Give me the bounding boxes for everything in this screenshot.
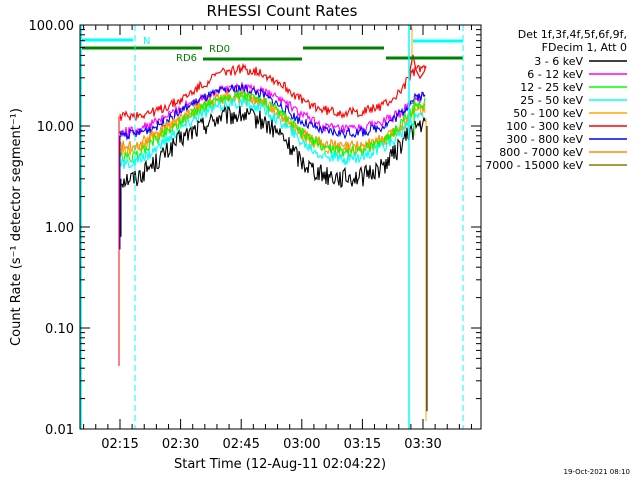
annotation-rd6-label: RD6 xyxy=(176,53,197,64)
y-tick-label: 0.01 xyxy=(45,423,74,438)
y-tick-label: 10.00 xyxy=(37,120,74,135)
footer-date: 19-Oct-2021 08:10 xyxy=(564,468,630,476)
legend-label-6: 300 - 800 keV xyxy=(506,133,583,146)
legend: Det 1f,3f,4f,5f,6f,9f, FDecim 1, Att 0 3… xyxy=(485,28,627,172)
legend-label-7: 800 - 7000 keV xyxy=(499,146,583,159)
legend-label-0: 3 - 6 keV xyxy=(534,55,583,68)
legend-label-2: 12 - 25 keV xyxy=(520,81,583,94)
series-line-12-25keV-kev xyxy=(119,90,426,163)
annotation-rd0-label: RD0 xyxy=(209,44,230,55)
legend-label-3: 25 - 50 keV xyxy=(520,94,583,107)
x-tick-label: 03:00 xyxy=(283,437,320,452)
legend-label-1: 6 - 12 keV xyxy=(527,68,583,81)
series-line-3-6keV-kev xyxy=(119,105,426,189)
ticks-layer: 0.01 0.10 1.00 10.00 100.00 02:15 02:30 02:45 03… xyxy=(29,19,481,452)
series-line-100-300keV-kev xyxy=(119,62,426,121)
y-tick-label: 100.00 xyxy=(29,19,75,34)
y-tick-label: 1.00 xyxy=(45,221,74,236)
legend-label-4: 50 - 100 keV xyxy=(513,107,583,120)
chart-title: RHESSI Count Rates xyxy=(207,2,358,20)
y-axis-label: Count Rate (s⁻¹ detector segment⁻¹) xyxy=(9,108,24,346)
x-tick-label: 03:30 xyxy=(404,437,441,452)
annotation-night-label: N xyxy=(143,36,150,47)
series-line-300-800keV-kev xyxy=(119,83,426,141)
series-line-25-50keV-kev xyxy=(119,97,426,170)
legend-header-line1: Det 1f,3f,4f,5f,6f,9f, xyxy=(518,28,627,41)
legend-label-5: 100 - 300 keV xyxy=(506,120,583,133)
series-layer xyxy=(118,27,428,422)
x-axis-label: Start Time (12-Aug-11 02:04:22) xyxy=(174,457,386,472)
y-tick-label: 0.10 xyxy=(45,322,74,337)
x-tick-label: 03:15 xyxy=(344,437,381,452)
x-tick-label: 02:45 xyxy=(222,437,259,452)
x-tick-label: 02:30 xyxy=(162,437,199,452)
legend-label-8: 7000 - 15000 keV xyxy=(485,159,583,172)
x-tick-label: 02:15 xyxy=(101,437,138,452)
legend-header-line2: FDecim 1, Att 0 xyxy=(542,41,627,54)
